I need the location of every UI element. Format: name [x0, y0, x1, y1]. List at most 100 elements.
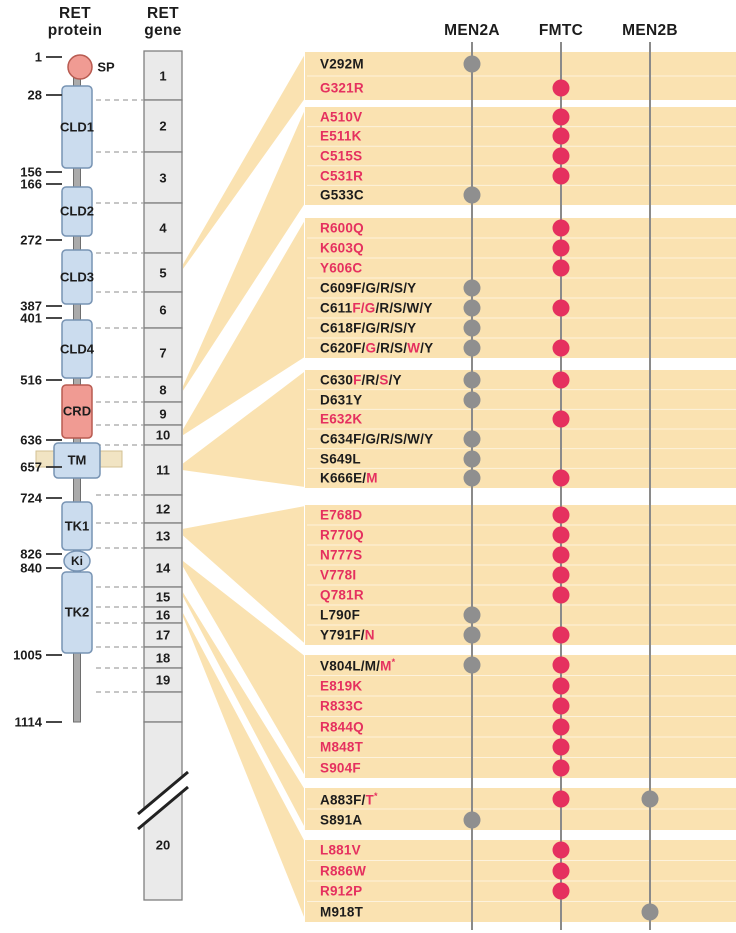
domain-label-CLD4: CLD4	[60, 341, 94, 357]
exon-box-8	[143, 376, 183, 403]
domain-label-CRD: CRD	[62, 403, 92, 419]
mutation-label-V292M: V292M	[320, 57, 364, 72]
domain-label-Ki: Ki	[71, 554, 83, 568]
exon-label-8: 8	[159, 382, 167, 397]
mutation-label-segment: F	[353, 372, 362, 388]
domain-label-CLD2: CLD2	[60, 203, 94, 219]
exon-label-12: 12	[155, 501, 171, 517]
domain-sp-circle	[67, 54, 93, 80]
syndrome-dot-fmtc	[552, 677, 570, 695]
mutation-label-segment: F/G	[352, 300, 376, 316]
mutation-label-C531R: C531R	[320, 168, 363, 183]
mutation-label-E511K: E511K	[320, 129, 362, 144]
mutation-label-C515S: C515S	[320, 149, 362, 164]
mutation-label-segment: C634F/G/R/S/W/Y	[320, 431, 434, 447]
syndrome-dot-men2b	[641, 903, 659, 921]
mutation-label-L790F: L790F	[320, 608, 360, 623]
syndrome-dot-men2a	[463, 186, 481, 204]
mutation-label-segment: Y791F/	[320, 627, 365, 643]
tick-label-1: 1	[34, 49, 42, 65]
syndrome-dot-fmtc	[552, 759, 570, 777]
syndrome-dot-men2a	[463, 469, 481, 487]
mutation-label-segment: K603Q	[320, 240, 364, 256]
mutation-label-segment: R770Q	[320, 527, 364, 543]
syndrome-dot-men2a	[463, 430, 481, 448]
syndrome-dot-fmtc	[552, 339, 570, 357]
mutation-label-C634FGRSWY: C634F/G/R/S/W/Y	[320, 431, 433, 446]
syndrome-dot-men2a	[463, 299, 481, 317]
mutation-label-L881V: L881V	[320, 843, 361, 858]
exon-box-3	[143, 151, 183, 204]
syndrome-dot-fmtc	[552, 79, 570, 97]
mutation-label-segment: K666E/	[320, 470, 367, 486]
domain-box-tk1	[61, 501, 93, 551]
syndrome-dot-fmtc	[552, 586, 570, 604]
protein-column-title-line1: RET	[59, 5, 91, 22]
exon-label-11: 11	[156, 462, 170, 478]
syndrome-dot-fmtc	[552, 259, 570, 277]
syndrome-dot-fmtc	[552, 718, 570, 736]
mutation-label-segment: Y606C	[320, 260, 363, 276]
exon-label-16: 16	[155, 607, 171, 623]
syndrome-dot-fmtc	[552, 219, 570, 237]
mutation-label-segment: Q781R	[320, 587, 364, 603]
mutation-label-C609FGRSY: C609F/G/R/S/Y	[320, 281, 416, 296]
mutation-label-C620FGRSWY: C620F/G/R/S/W/Y	[320, 341, 433, 356]
mutation-label-A883FT: A883F/T*	[320, 790, 378, 807]
exon-label-2: 2	[159, 118, 167, 134]
syndrome-dot-fmtc	[552, 239, 570, 257]
mutation-label-K666EM: K666E/M	[320, 471, 378, 486]
mutation-label-segment: /Y	[388, 372, 402, 388]
mutation-label-Q781R: Q781R	[320, 588, 364, 603]
syndrome-dot-men2a	[463, 656, 481, 674]
exon-box-unlabeled	[143, 691, 183, 723]
mutation-label-segment: S649L	[320, 451, 361, 466]
mutation-label-segment: M	[380, 658, 392, 674]
syndrome-dot-men2a	[463, 371, 481, 389]
mutation-label-segment: E768D	[320, 507, 363, 523]
mutation-label-segment: R886W	[320, 863, 367, 879]
syndrome-dot-fmtc	[552, 790, 570, 807]
gene-break-slash	[137, 785, 189, 831]
mutation-label-G533C: G533C	[320, 188, 364, 203]
domain-ki-ellipse	[63, 550, 91, 572]
mutation-label-segment: E511K	[320, 128, 362, 144]
domain-box-tm	[53, 442, 101, 479]
gene-column-title-line2: gene	[144, 22, 182, 39]
domain-box-tk2	[61, 571, 93, 654]
exon-box-5	[143, 252, 183, 293]
gene-break-gap	[140, 774, 186, 828]
mutation-label-segment: A883F/	[320, 791, 366, 807]
mutation-label-segment: N	[364, 627, 375, 643]
mutation-label-V804LMM: V804L/M/M*	[320, 657, 395, 674]
syndrome-dot-fmtc	[552, 299, 570, 317]
syndrome-dot-men2a	[463, 811, 481, 828]
mutation-label-segment: R912P	[320, 883, 363, 899]
mutation-label-segment: E819K	[320, 678, 363, 694]
gene-column-title-line1: RET	[147, 5, 179, 22]
tick-label-28: 28	[27, 87, 42, 103]
syndrome-dot-fmtc	[552, 566, 570, 584]
mutation-label-R600Q: R600Q	[320, 221, 364, 236]
mutation-label-segment: R844Q	[320, 719, 364, 735]
mutation-label-segment: L881V	[320, 842, 361, 858]
syndrome-dot-fmtc	[552, 546, 570, 564]
tick-label-387: 387	[20, 298, 42, 314]
syndrome-dot-fmtc	[552, 147, 570, 165]
mutation-label-E768D: E768D	[320, 508, 362, 523]
exon-label-17: 17	[155, 627, 171, 643]
syndrome-dot-fmtc	[552, 108, 570, 126]
mutation-label-segment: G533C	[320, 187, 364, 203]
syndrome-dot-fmtc	[552, 656, 570, 674]
group-band-exon-8	[305, 107, 736, 205]
mutation-label-A510V: A510V	[320, 109, 362, 124]
protein-column-title-line2: protein	[47, 22, 103, 39]
mutation-label-segment: C620F/	[320, 340, 366, 356]
exon-box-7	[143, 327, 183, 378]
mutation-label-segment: W	[407, 340, 421, 356]
mutation-label-segment: V804L/M/	[320, 658, 381, 674]
mutation-label-Y606C: Y606C	[320, 261, 362, 276]
tick-label-272: 272	[20, 232, 42, 248]
mutation-label-R833C: R833C	[320, 699, 363, 714]
syndrome-dot-men2a	[463, 279, 481, 297]
